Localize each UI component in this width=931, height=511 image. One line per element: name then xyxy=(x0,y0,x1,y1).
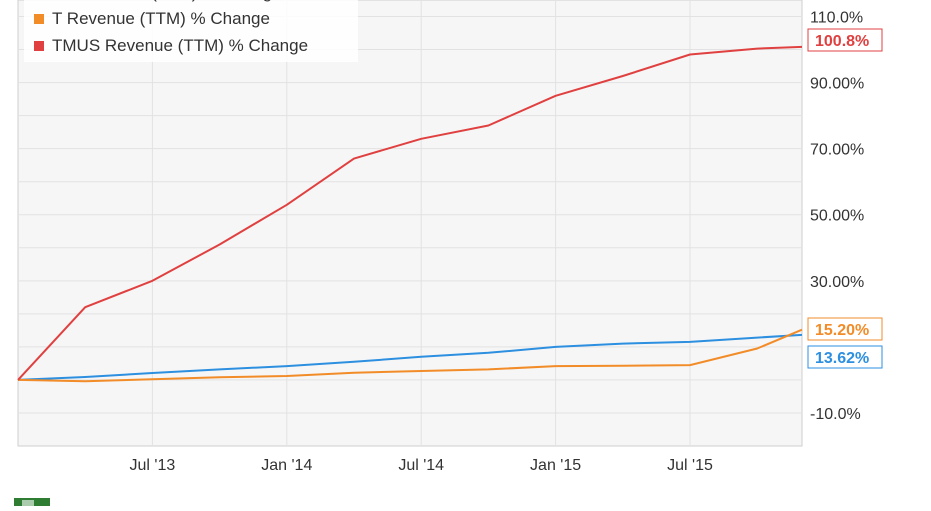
legend-swatch xyxy=(34,14,44,24)
series-line xyxy=(17,328,803,383)
ycharts-logo xyxy=(14,498,50,508)
end-label: 13.62% xyxy=(815,350,869,367)
x-tick-label: Jan '15 xyxy=(530,457,581,474)
legend-background xyxy=(24,0,358,62)
legend-label: TMUS Revenue (TTM) % Change xyxy=(52,36,308,55)
legend-label: VZ Revenue (TTM) % Change xyxy=(52,0,282,2)
legend: VZ Revenue (TTM) % Change T Revenue (TTM)… xyxy=(24,0,358,62)
y-tick-label: 50.00% xyxy=(810,208,864,225)
x-tick-label: Jul '15 xyxy=(667,457,713,474)
series-line xyxy=(17,333,803,381)
y-tick-label: -10.0% xyxy=(810,406,861,423)
y-tick-label: 70.00% xyxy=(810,142,864,159)
y-tick-label: 110.0% xyxy=(810,10,863,27)
legend-label: T Revenue (TTM) % Change xyxy=(52,9,270,28)
end-labels: 13.62% 15.20% 100.8% xyxy=(807,28,883,369)
end-label: 100.8% xyxy=(815,33,869,50)
x-tick-label: Jul '14 xyxy=(398,457,444,474)
y-axis-ticks: -10.0% 30.00% 50.00% 70.00% 90.00% 110.0% xyxy=(810,10,864,423)
end-label-box xyxy=(807,28,883,52)
end-label-box xyxy=(807,317,883,341)
x-tick-label: Jul '13 xyxy=(130,457,176,474)
x-tick-label: Jan '14 xyxy=(261,457,312,474)
y-tick-label: 90.00% xyxy=(810,76,864,93)
legend-swatch xyxy=(34,41,44,51)
end-label-box xyxy=(807,345,883,369)
y-tick-label: 30.00% xyxy=(810,274,864,291)
series-layer xyxy=(17,45,803,383)
series-line xyxy=(17,45,803,381)
end-label: 15.20% xyxy=(815,322,869,339)
x-axis-ticks: Jul '13 Jan '14 Jul '14 Jan '15 Jul '15 xyxy=(130,457,713,474)
